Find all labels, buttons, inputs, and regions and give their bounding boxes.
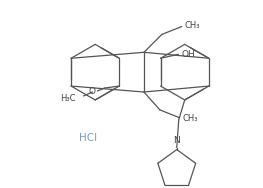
- Text: O: O: [88, 86, 95, 96]
- Text: HCl: HCl: [79, 133, 97, 143]
- Text: OH: OH: [181, 50, 195, 59]
- Text: H₃C: H₃C: [60, 94, 75, 103]
- Text: CH₃: CH₃: [183, 114, 198, 123]
- Text: N: N: [173, 136, 180, 145]
- Text: CH₃: CH₃: [185, 21, 200, 30]
